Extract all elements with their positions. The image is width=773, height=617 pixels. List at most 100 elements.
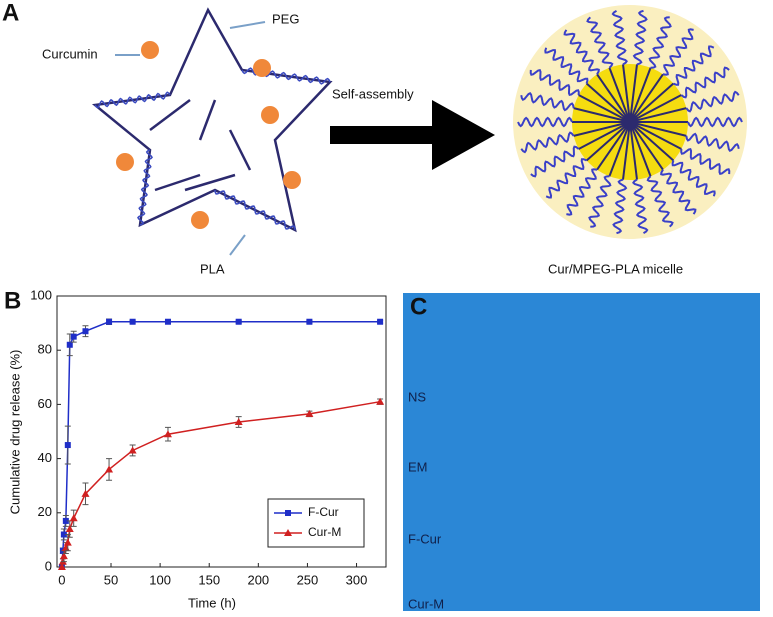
micelle-arm <box>673 45 715 86</box>
pointer <box>229 21 266 29</box>
micelle-arm <box>632 9 648 66</box>
micelle-ray <box>629 121 682 150</box>
micelle-ray <box>629 67 652 123</box>
row-label: Cur-M <box>408 596 444 611</box>
marker <box>63 538 72 546</box>
marker <box>377 318 384 325</box>
marker <box>81 489 90 497</box>
legend-box <box>267 498 365 548</box>
row-label: F-Cur <box>408 531 442 546</box>
marker <box>128 446 137 454</box>
marker <box>82 328 89 335</box>
marker <box>129 318 136 325</box>
micelle-ray <box>573 107 631 123</box>
micelle-ray <box>608 67 631 123</box>
micelle-center <box>622 114 638 130</box>
micelle-arm <box>660 169 697 215</box>
micelle-ray <box>622 121 631 180</box>
peg-chain <box>94 91 171 109</box>
micelle-arm <box>632 178 649 235</box>
x-axis-label: Time (h) <box>188 595 236 610</box>
micelle-ray <box>573 121 631 137</box>
legend-label: F-Cur <box>308 505 339 519</box>
micelle-arm <box>517 116 573 128</box>
y-tick-label: 100 <box>30 287 52 302</box>
marker <box>234 418 243 426</box>
y-tick-label: 0 <box>45 558 52 573</box>
x-tick-label: 0 <box>58 572 65 587</box>
pla-chain <box>198 99 217 141</box>
plot-frame <box>56 295 387 568</box>
micelle-label: Cur/MPEG-PLA micelle <box>548 261 683 276</box>
curcumin-dot <box>283 171 301 189</box>
x-tick-label: 150 <box>198 572 220 587</box>
y-tick-label: 40 <box>38 450 52 465</box>
x-tick-label: 200 <box>247 572 269 587</box>
y-axis-label: Cumulative drug release (%) <box>7 350 22 515</box>
panel-label: A <box>2 0 19 26</box>
panel-label: B <box>4 287 21 314</box>
x-tick-label: 50 <box>104 572 118 587</box>
micelle-arm <box>544 47 589 84</box>
curcumin-dot <box>116 153 134 171</box>
micelle-arm <box>520 91 575 112</box>
pla-chain <box>228 129 252 171</box>
marker <box>285 510 291 516</box>
photo <box>403 293 760 611</box>
micelle-ray <box>629 121 687 137</box>
marker <box>65 525 74 533</box>
micelle-ray <box>629 107 687 123</box>
marker <box>66 341 73 348</box>
marker <box>69 514 78 522</box>
pla-label: PLA <box>200 261 225 276</box>
marker <box>235 318 242 325</box>
marker <box>62 517 69 524</box>
marker <box>59 552 68 560</box>
micelle-arm <box>611 9 628 66</box>
micelle-ray <box>596 121 631 171</box>
curcumin-dot <box>261 106 279 124</box>
micelle-ray <box>596 73 631 123</box>
micelle-ray <box>578 121 631 150</box>
micelle-arm <box>646 175 674 228</box>
marker <box>164 318 171 325</box>
micelle-ray <box>585 121 631 162</box>
micelle-arm <box>566 168 598 216</box>
assembly-arrow <box>330 100 495 170</box>
marker <box>305 409 314 417</box>
legend-label: Cur-M <box>308 525 341 539</box>
micelle-ray <box>629 94 682 123</box>
polymer-star <box>91 7 333 233</box>
y-tick-label: 60 <box>38 396 52 411</box>
marker <box>163 430 172 438</box>
curcumin-dot <box>191 211 209 229</box>
marker <box>376 397 385 405</box>
micelle-ray <box>629 82 675 123</box>
peg-label: PEG <box>272 11 299 26</box>
pla-chain <box>154 173 201 192</box>
micelle-arm <box>588 175 612 228</box>
marker <box>70 333 77 340</box>
micelle-ray <box>629 73 664 123</box>
micelle-ray <box>629 121 638 180</box>
micelle-ray <box>629 121 652 177</box>
micelle-arm <box>530 145 580 178</box>
micelle-arm <box>612 178 628 235</box>
micelle-arm <box>563 29 600 75</box>
x-tick-label: 250 <box>297 572 319 587</box>
micelle-ray <box>629 64 638 123</box>
row-label: NS <box>408 389 426 404</box>
pla-chain <box>149 99 191 131</box>
x-tick-label: 100 <box>149 572 171 587</box>
micelle-ray <box>578 94 631 123</box>
micelle-arm <box>671 160 716 197</box>
micelle-arm <box>520 131 575 154</box>
curcumin-dot <box>253 59 271 77</box>
micelle-arm <box>662 28 694 76</box>
micelle-arm <box>680 66 730 99</box>
micelle-arm <box>586 16 614 69</box>
micelle-ray <box>608 121 631 177</box>
arrow-label: Self-assembly <box>332 86 414 101</box>
marker <box>284 529 292 536</box>
